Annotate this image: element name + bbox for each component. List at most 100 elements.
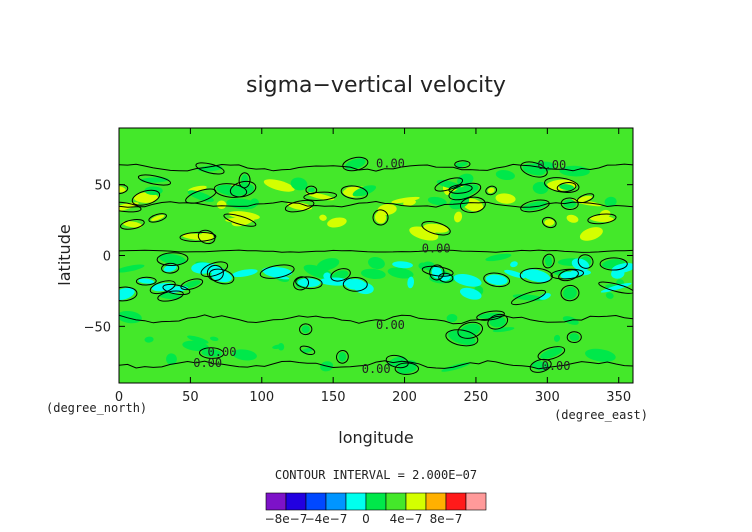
contour-line	[119, 286, 138, 302]
contour-line	[149, 280, 176, 295]
contour-line	[459, 196, 486, 214]
field-cell	[427, 196, 447, 206]
colorbar-tick-label: −4e−7	[305, 512, 348, 526]
contour-line	[259, 264, 295, 279]
field-cell	[316, 258, 340, 271]
contour-line	[394, 362, 420, 375]
colorbar-swatch	[365, 492, 387, 511]
field-cell	[459, 287, 482, 300]
field-cell	[585, 348, 616, 362]
field-cell	[571, 258, 590, 271]
field-cell	[327, 217, 347, 228]
contour-label: 0.00	[376, 318, 405, 332]
contour-line	[342, 276, 368, 292]
field-cell	[332, 270, 349, 280]
x-unit-label: (degree_east)	[554, 408, 648, 422]
contour-line	[421, 221, 451, 236]
field-cell	[159, 293, 182, 300]
field-cell	[559, 184, 574, 191]
colorbar-tick-label: 8e−7	[430, 512, 463, 526]
colorbar-swatch	[325, 492, 347, 511]
field-cell	[338, 351, 347, 362]
contour-line	[550, 268, 585, 280]
field-cell	[352, 185, 377, 197]
contour-line	[148, 213, 167, 223]
contour-line	[303, 191, 338, 201]
field-cell	[319, 214, 327, 221]
field-cell	[544, 219, 555, 226]
field-cell	[228, 211, 260, 220]
field-cell	[119, 287, 135, 300]
zero-contour-line	[119, 163, 633, 172]
x-tick-label: 50	[182, 390, 199, 405]
contour-line	[156, 252, 189, 266]
contour-line	[135, 276, 157, 286]
contour-line	[587, 213, 617, 225]
contour-line	[200, 261, 229, 278]
field-cell	[453, 211, 463, 223]
contour-label: 0.00	[422, 241, 451, 255]
contour-line	[199, 347, 225, 359]
contour-line	[330, 268, 351, 282]
x-tick-label: 0	[115, 390, 123, 405]
zero-contour-line	[119, 249, 633, 253]
contour-line	[542, 253, 555, 269]
contour-line	[157, 290, 184, 302]
field-cell	[522, 201, 548, 211]
colorbar-tick-label: 0	[362, 512, 370, 526]
field-cell	[563, 286, 577, 300]
contour-line	[162, 283, 191, 296]
contour-line	[537, 346, 566, 361]
field-cell	[307, 187, 315, 193]
contour-line	[299, 323, 313, 336]
field-cell	[459, 323, 481, 338]
x-tick-label: 150	[321, 390, 346, 405]
field-cell	[566, 214, 579, 223]
field-cell	[200, 231, 214, 242]
contour-line	[556, 182, 577, 193]
field-cell	[144, 336, 154, 343]
contour-line	[119, 201, 142, 213]
field-cell	[485, 274, 508, 286]
contour-line	[483, 272, 511, 288]
field-cell	[403, 199, 416, 207]
field-cell	[182, 280, 201, 289]
field-cell	[397, 364, 417, 373]
contour-label: 0.00	[376, 156, 405, 170]
heatmap-field	[119, 128, 633, 383]
contour-line	[161, 262, 180, 274]
field-cell	[485, 253, 512, 262]
x-tick-label: 200	[392, 390, 417, 405]
y-axis-label: latitude	[55, 224, 74, 285]
y-tick-label: 0	[103, 250, 111, 265]
field-cell	[589, 215, 615, 223]
contour-line	[137, 174, 172, 186]
contour-line	[195, 162, 225, 175]
field-cell	[323, 272, 331, 280]
colorbar-swatch	[465, 492, 487, 511]
field-cell	[209, 336, 219, 342]
contour-line	[519, 267, 553, 284]
colorbar: −8e−7−4e−7 0 4e−7 8e−7	[265, 492, 487, 526]
contour-line	[119, 184, 129, 195]
x-axis-label: longitude	[338, 428, 413, 447]
field-cell	[163, 264, 177, 272]
field-cell	[290, 177, 308, 191]
y-unit-label: (degree_north)	[46, 401, 147, 415]
contour-line	[185, 188, 217, 204]
contour-line	[445, 329, 479, 347]
field-cell	[272, 344, 284, 349]
colorbar-tick-label: 4e−7	[390, 512, 423, 526]
contour-line	[213, 183, 248, 198]
field-cell	[391, 196, 420, 204]
field-cell	[579, 195, 593, 201]
field-cell	[544, 255, 553, 267]
contour-label: 0.00	[208, 345, 237, 359]
field-cell	[377, 204, 397, 215]
y-tick-label: −50	[84, 320, 111, 335]
zero-contour-line	[119, 200, 633, 208]
field-cell	[453, 273, 482, 287]
field-cell	[306, 192, 335, 201]
contour-line	[485, 185, 498, 196]
